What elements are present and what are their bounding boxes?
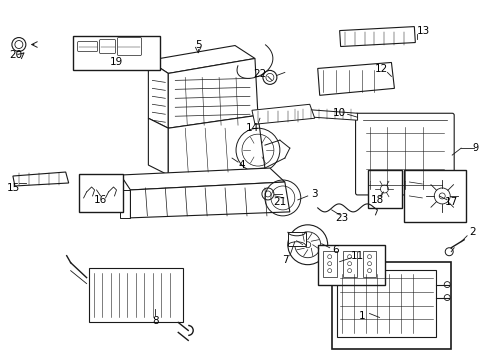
Bar bbox=[362, 251, 376, 276]
Text: 4: 4 bbox=[238, 160, 245, 170]
Text: 13: 13 bbox=[416, 26, 429, 36]
Bar bbox=[342, 251, 356, 276]
Polygon shape bbox=[130, 182, 289, 218]
Text: 7: 7 bbox=[282, 255, 288, 265]
Text: 3: 3 bbox=[311, 189, 317, 199]
Text: 5: 5 bbox=[195, 40, 201, 50]
Bar bbox=[79, 174, 123, 212]
Bar bbox=[88, 268, 183, 323]
Polygon shape bbox=[168, 58, 258, 128]
Text: 22: 22 bbox=[253, 69, 266, 80]
Polygon shape bbox=[251, 104, 314, 124]
Polygon shape bbox=[168, 115, 264, 175]
Polygon shape bbox=[339, 27, 414, 46]
Text: 15: 15 bbox=[7, 183, 20, 193]
Polygon shape bbox=[120, 190, 130, 218]
Text: 16: 16 bbox=[94, 195, 107, 205]
Polygon shape bbox=[120, 168, 285, 190]
Text: 23: 23 bbox=[334, 213, 347, 223]
Bar bbox=[367, 170, 402, 208]
Bar bbox=[73, 36, 160, 71]
Bar bbox=[287, 232, 305, 246]
Text: 10: 10 bbox=[332, 108, 346, 118]
Bar bbox=[317, 245, 385, 285]
Text: 8: 8 bbox=[152, 316, 158, 327]
FancyBboxPatch shape bbox=[117, 37, 141, 55]
Text: 19: 19 bbox=[110, 58, 123, 67]
Text: 12: 12 bbox=[374, 64, 387, 75]
Polygon shape bbox=[13, 172, 68, 186]
Polygon shape bbox=[317, 62, 394, 95]
Text: 9: 9 bbox=[471, 143, 477, 153]
Circle shape bbox=[304, 242, 310, 248]
Text: 20: 20 bbox=[9, 50, 22, 60]
FancyBboxPatch shape bbox=[78, 41, 98, 51]
FancyBboxPatch shape bbox=[355, 113, 453, 195]
Polygon shape bbox=[148, 45, 254, 73]
Text: 2: 2 bbox=[468, 227, 474, 237]
Text: 21: 21 bbox=[273, 197, 286, 207]
FancyBboxPatch shape bbox=[100, 40, 115, 54]
Bar bbox=[331, 262, 450, 349]
Bar bbox=[336, 270, 435, 337]
Text: 1: 1 bbox=[359, 311, 365, 321]
Text: 14: 14 bbox=[245, 123, 258, 133]
Polygon shape bbox=[285, 108, 357, 120]
Bar bbox=[322, 251, 336, 276]
Text: 6: 6 bbox=[332, 245, 338, 255]
Bar bbox=[404, 170, 465, 222]
Text: 18: 18 bbox=[370, 195, 384, 205]
Polygon shape bbox=[148, 60, 168, 128]
Text: 11: 11 bbox=[350, 251, 364, 261]
Text: 17: 17 bbox=[444, 197, 457, 207]
Polygon shape bbox=[148, 118, 168, 175]
